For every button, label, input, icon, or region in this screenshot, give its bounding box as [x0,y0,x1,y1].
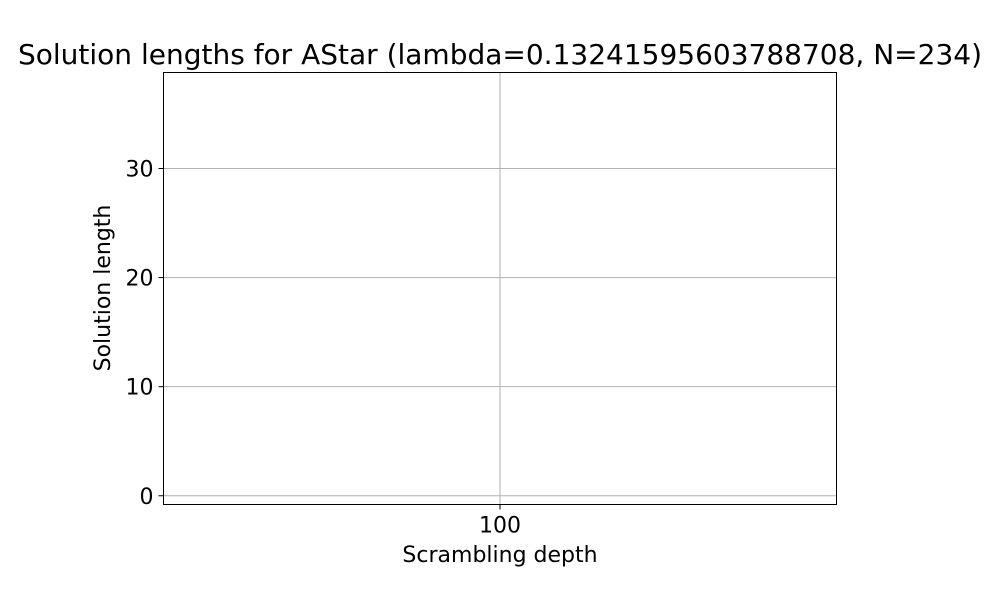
chart-title: Solution lengths for AStar (lambda=0.132… [18,38,982,71]
y-axis-label: Solution length [91,205,116,372]
x-tick-label: 100 [479,514,521,539]
y-tick-label: 20 [126,267,154,292]
ticks-layer: 0 10 20 30 100 [126,158,522,539]
y-tick-label: 0 [140,485,154,510]
grid-layer [163,72,837,505]
y-tick-label: 30 [126,158,154,183]
y-tick-label: 10 [126,376,154,401]
x-axis-label: Scrambling depth [402,543,597,568]
